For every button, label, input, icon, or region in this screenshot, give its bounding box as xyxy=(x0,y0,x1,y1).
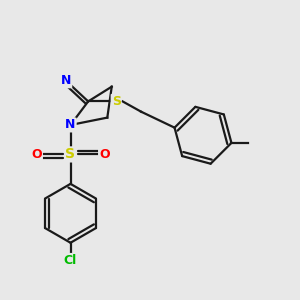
Text: S: S xyxy=(112,95,121,108)
Text: Cl: Cl xyxy=(64,254,77,267)
Text: S: S xyxy=(65,147,76,161)
Text: O: O xyxy=(99,148,110,161)
Text: O: O xyxy=(31,148,42,161)
Text: N: N xyxy=(65,118,76,131)
Text: N: N xyxy=(61,74,71,87)
